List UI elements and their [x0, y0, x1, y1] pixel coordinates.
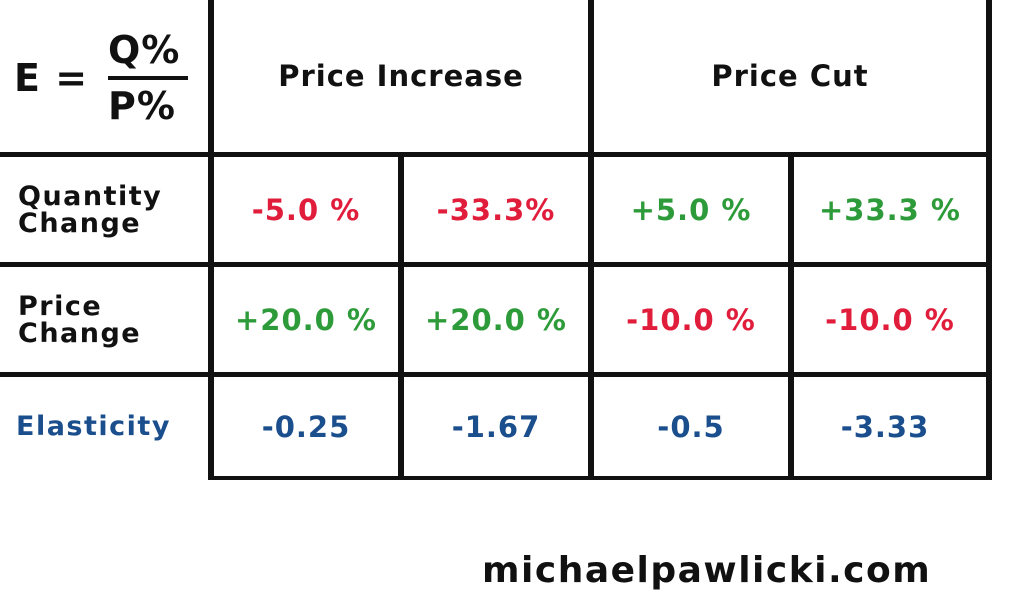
elasticity-cut-2: -3.33 [840, 409, 930, 444]
row-label-elasticity: Elasticity [16, 411, 171, 442]
quantity-change-cut-1: +5.0 % [630, 192, 752, 227]
elasticity-increase-2: -1.67 [451, 409, 541, 444]
row-label-line1: Quantity [18, 180, 163, 212]
quantity-change-increase-2: -33.3% [436, 192, 556, 227]
quantity-change-increase-1: -5.0 % [251, 192, 361, 227]
grid-hline-1 [0, 152, 992, 157]
grid-vline-3 [588, 0, 594, 480]
formula-fraction-bar [108, 76, 188, 80]
price-change-cut-2: -10.0 % [825, 302, 955, 337]
website-credit: michaelpawlicki.com [482, 550, 932, 591]
row-label-line2: Change [18, 317, 142, 349]
price-change-cut-1: -10.0 % [626, 302, 756, 337]
header-price-cut: Price Cut [711, 59, 869, 93]
formula-lhs: E = [14, 56, 89, 100]
grid-vline-2 [398, 154, 404, 480]
grid-hline-3 [0, 372, 992, 377]
elasticity-formula: E = Q% P% [14, 20, 204, 130]
row-label-price-change: Price Change [18, 267, 208, 372]
row-label-line1: Price [18, 290, 103, 322]
header-price-increase: Price Increase [278, 59, 524, 93]
price-change-increase-1: +20.0 % [234, 302, 377, 337]
grid-vline-4 [788, 154, 794, 480]
quantity-change-cut-2: +33.3 % [818, 192, 961, 227]
grid-hline-4 [208, 476, 992, 480]
row-label-quantity-change: Quantity Change [18, 157, 208, 262]
formula-denominator: P% [108, 84, 176, 128]
grid-hline-2 [0, 262, 992, 267]
formula-numerator: Q% [108, 28, 181, 72]
elasticity-increase-1: -0.25 [261, 409, 351, 444]
grid-vline-5 [986, 0, 992, 480]
price-change-increase-2: +20.0 % [424, 302, 567, 337]
grid-vline-1 [208, 0, 214, 480]
row-label-line2: Change [18, 207, 142, 239]
elasticity-cut-1: -0.5 [657, 409, 725, 444]
